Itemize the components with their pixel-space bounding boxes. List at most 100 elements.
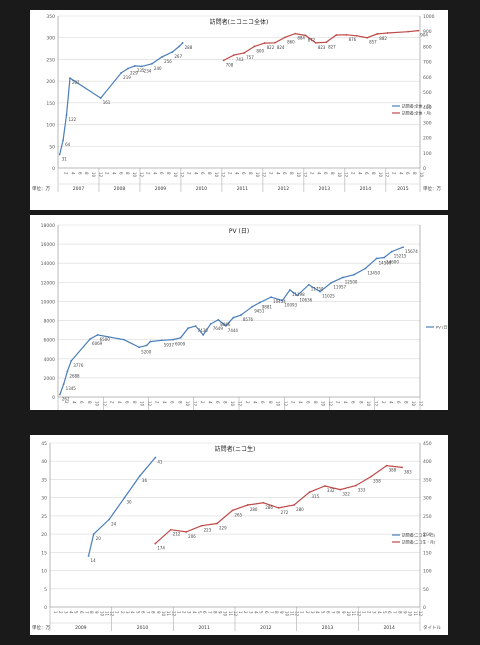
month-tick-label: 1 [238,611,243,614]
month-tick-label: 10 [408,611,413,617]
month-tick-label: 9 [156,611,161,614]
data-point [62,139,65,142]
data-label: 860 [287,39,295,44]
month-tick-label: 2 [120,611,125,614]
data-point [335,34,338,36]
month-tick-label: 6 [159,172,164,175]
data-label: 358 [373,479,381,484]
data-point [281,299,284,302]
data-label: 174 [157,546,165,551]
data-point [246,504,249,506]
data-label: 161 [103,100,111,105]
month-tick-label: 1 [361,611,366,614]
month-tick-label: 12 [295,611,300,617]
data-label: 11025 [322,294,335,299]
right-tick-label: 250 [423,514,432,520]
month-tick-label: 10 [230,401,235,407]
data-point [194,325,197,327]
data-label: 122 [69,117,77,122]
month-tick-label: 6 [118,172,123,175]
month-tick-label: 3 [310,611,315,614]
month-tick-label: 2 [245,401,250,404]
data-point [187,327,189,330]
right-tick-label: 200 [423,136,432,142]
month-tick-label: 8 [87,401,92,404]
left-tick-label: 10000 [41,299,55,305]
month-tick-label: 2 [187,172,192,175]
right-tick-label: 100 [423,569,432,575]
month-tick-label: 10 [255,172,260,178]
data-point [231,509,234,512]
chart-pageviews: 0 2000 4000 6000 8000 10000 12000 14000 16000 180… [41,223,448,410]
data-label: 30 [127,500,133,505]
data-point [273,41,276,44]
month-tick-label: 4 [388,401,393,404]
month-tick-label: 9 [279,611,284,614]
month-tick-label: 12 [303,172,308,178]
month-tick-label: 10 [140,401,145,407]
month-tick-label: 12 [262,172,267,178]
data-point [133,65,136,67]
left-tick-label: 35 [41,477,47,483]
data-point [120,71,123,74]
chart-panel-nico-total: 0 50 100 150 200 250 300 350 0 100 200 300 400 500 600… [30,10,448,210]
month-tick-label: 11 [351,611,356,617]
chart-title: PV (日) [229,228,249,235]
data-point [161,55,164,58]
data-point [209,323,212,325]
month-tick-label: 12 [180,172,185,178]
data-point [139,474,141,477]
data-point [70,360,73,362]
month-tick-label: 12 [328,401,333,407]
month-tick-label: 2 [64,401,69,404]
month-tick-label: 11 [104,611,109,617]
data-point [386,32,389,34]
data-label: 2688 [69,373,80,378]
right-tick-label: 900 [423,29,432,35]
month-tick-label: 8 [268,401,273,404]
month-tick-label: 12 [356,611,361,617]
data-label: 8576 [243,317,254,322]
series-line-0 [59,42,184,155]
month-tick-label: 4 [343,401,348,404]
month-tick-label: 5 [259,611,264,614]
month-tick-label: 8 [89,611,94,614]
data-label: 10454 [273,299,286,304]
month-tick-label: 4 [377,611,382,614]
month-tick-label: 10 [223,611,228,617]
data-point [239,314,242,316]
month-tick-label: 5 [135,611,140,614]
data-label: 229 [219,526,227,531]
month-tick-label: 6 [260,401,265,404]
month-tick-label: 10 [296,172,301,178]
right-tick-label: 400 [423,459,432,465]
data-label: 383 [404,469,412,474]
data-point [289,289,291,291]
month-tick-label: 2 [58,611,63,614]
data-point [216,522,218,525]
data-label: 882 [379,36,387,41]
month-tick-label: 4 [111,172,116,175]
data-point [330,281,333,284]
month-tick-label: 7 [392,611,397,614]
month-tick-label: 4 [275,172,280,175]
legend-label: 訪問者(ニコ生・日) [402,533,436,538]
data-point [243,52,246,54]
series-line-0 [87,457,156,557]
month-tick-label: 2 [381,401,386,404]
right-tick-label: 500 [423,90,432,96]
month-tick-label: 6 [77,172,82,175]
month-tick-label: 8 [151,611,156,614]
month-tick-label: 2 [310,172,315,175]
data-point [364,267,367,270]
data-point [270,296,272,299]
data-point [376,33,379,35]
legend-label: 訪問者(全体・日) [402,104,432,109]
data-point [401,466,403,469]
month-tick-label: 10 [346,611,351,617]
month-tick-label: 12 [102,401,107,407]
right-tick-label: 800 [423,44,432,50]
data-label: 872 [308,37,316,42]
left-tick-label: 12000 [41,280,55,286]
data-point [62,383,65,386]
